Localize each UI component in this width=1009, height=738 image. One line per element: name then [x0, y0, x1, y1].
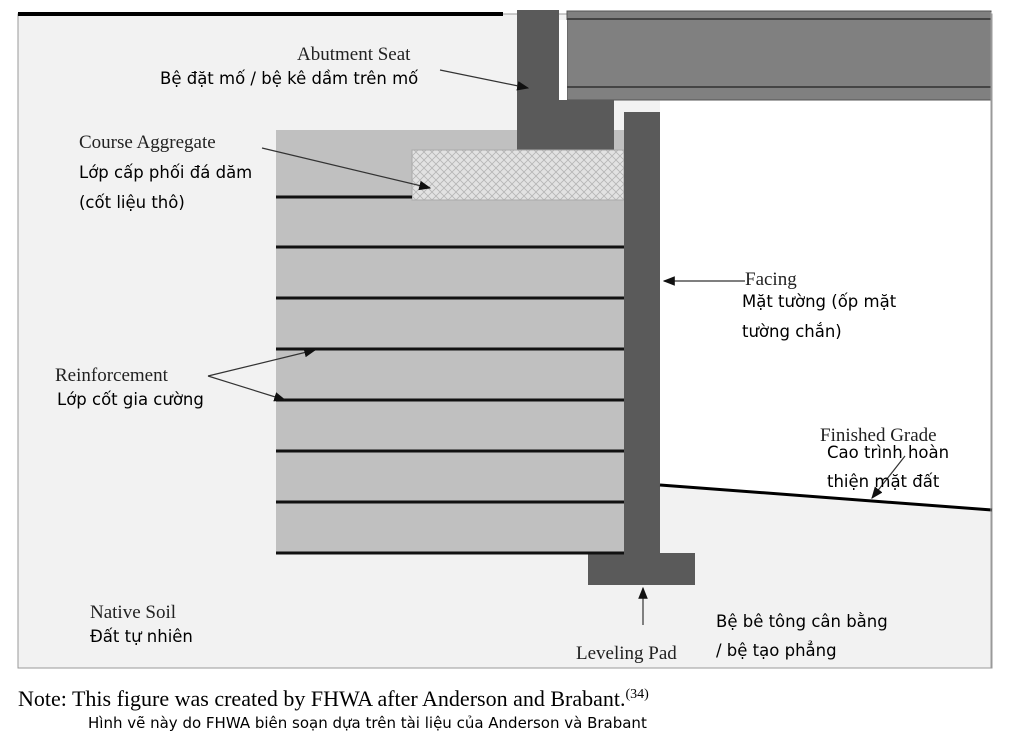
facing-label: Facing: [745, 269, 797, 290]
finished-grade-label-vi-1: Cao trình hoàn: [827, 443, 949, 462]
abutment-seat: [517, 10, 614, 150]
native-soil-label: Native Soil: [90, 602, 176, 623]
reinforcement-arrow-2: [207, 375, 287, 402]
leveling-pad-label-vi-1: Bệ bê tông cân bằng: [716, 612, 888, 631]
abutment-seat-label: Abutment Seat: [297, 44, 411, 65]
facing-label-vi-2: tường chắn): [742, 322, 842, 341]
reinforcement-arrow-1: [207, 347, 317, 377]
course-aggregate-label: Course Aggregate: [79, 132, 216, 153]
bridge-girder: [566, 10, 992, 101]
abutment-seat-arrow: [439, 69, 530, 91]
finished-grade-label: Finished Grade: [820, 425, 937, 446]
figure-note: Note: This figure was created by FHWA af…: [18, 686, 649, 711]
finished-grade-label-vi-2: thiện mặt đất: [827, 472, 940, 491]
native-soil-label-vi: Đất tự nhiên: [90, 627, 193, 646]
leveling-pad: [588, 553, 695, 585]
course-aggregate: [411, 149, 625, 201]
leveling-pad-label: Leveling Pad: [576, 643, 677, 664]
open-air-area: [660, 100, 991, 510]
facing-label-vi-1: Mặt tường (ốp mặt: [742, 292, 897, 311]
reinforcement-label: Reinforcement: [55, 365, 169, 386]
course-aggregate-label-vi-1: Lớp cấp phối đá dăm: [79, 163, 252, 182]
reinforcement-layers: [276, 195, 624, 555]
leveling-pad-label-vi-2: / bệ tạo phẳng: [716, 641, 837, 660]
facing-panel: [624, 112, 660, 585]
finished-grade-arrow: [871, 455, 906, 499]
reinforcement-label-vi: Lớp cốt gia cường: [57, 390, 204, 409]
finished-grade-line: [659, 483, 993, 512]
course-aggregate-label-vi-2: (cốt liệu thô): [79, 193, 185, 212]
course-aggregate-arrow: [261, 147, 432, 191]
figure-note-vi: Hình vẽ này do FHWA biên soạn dựa trên t…: [88, 714, 647, 732]
abutment-seat-label-vi: Bệ đặt mố / bệ kê dầm trên mố: [160, 69, 418, 88]
